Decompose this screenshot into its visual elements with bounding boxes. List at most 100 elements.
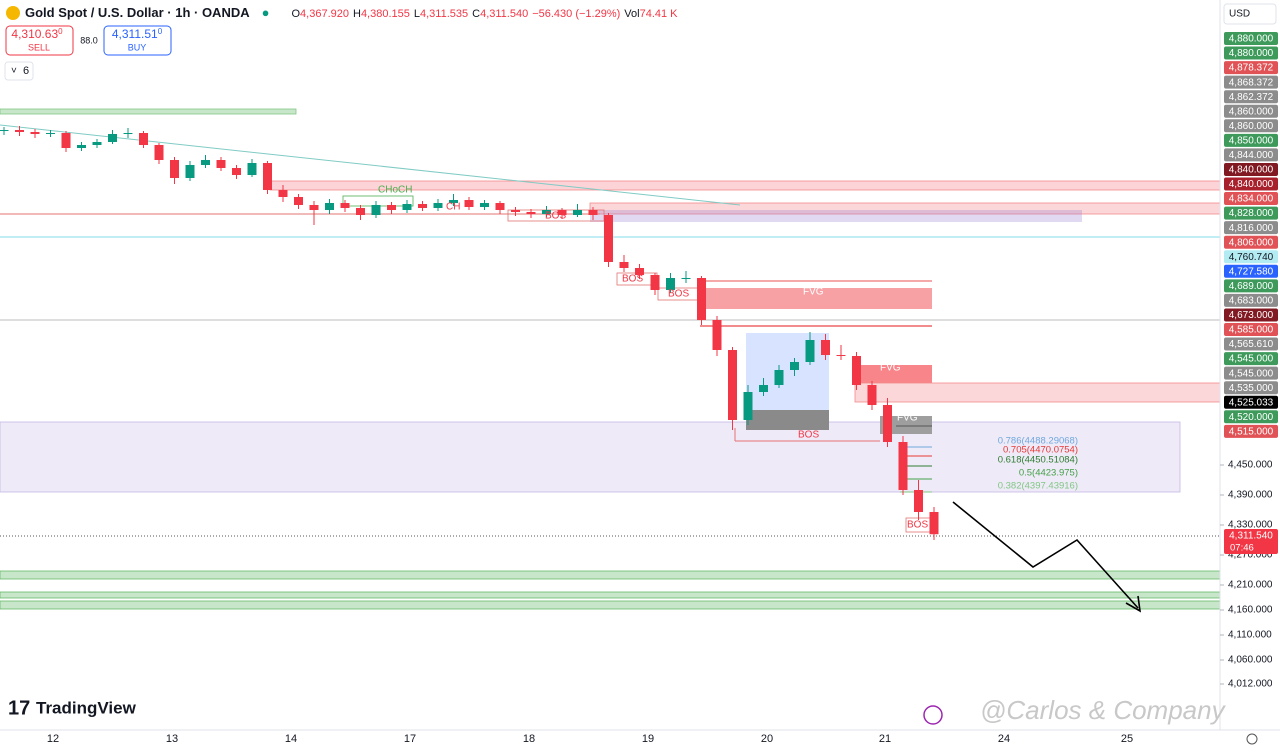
zone xyxy=(854,382,1221,403)
candle-body xyxy=(712,320,722,350)
candle-body xyxy=(278,190,288,197)
zone xyxy=(269,180,1221,191)
last-price: 4,311.540 xyxy=(1229,531,1273,542)
y-tick-label: 4,060.000 xyxy=(1228,655,1273,666)
volume: 74.41 K xyxy=(640,8,679,20)
chevron: ˅ xyxy=(11,66,17,77)
price-tag-label: 4,683.000 xyxy=(1229,296,1274,307)
candle-body xyxy=(309,205,319,210)
currency-button[interactable] xyxy=(1223,3,1277,25)
price-tag xyxy=(1224,206,1278,220)
candle-body xyxy=(790,362,799,370)
candle-body xyxy=(139,133,148,145)
price-tag-label: 4,850.000 xyxy=(1229,135,1274,146)
candle-body xyxy=(61,133,71,148)
annotation: 0.786(4488.29068) xyxy=(998,436,1078,447)
candle-body xyxy=(898,442,908,490)
zone xyxy=(590,210,1082,222)
price-tag xyxy=(1224,264,1278,278)
candle-body xyxy=(46,133,55,134)
indicators-toggle[interactable] xyxy=(4,61,34,81)
price-tag xyxy=(1224,323,1278,336)
price-tag-label: 4,515.000 xyxy=(1229,426,1274,437)
candle-body xyxy=(759,385,768,392)
price-tag xyxy=(1224,32,1278,45)
candle-body xyxy=(650,275,660,290)
candle-body xyxy=(588,210,598,215)
trendline xyxy=(0,124,741,206)
axis: 4,450.000 4,390.000 4,330.000 4,270.000 4,21… xyxy=(47,32,1278,745)
symbol-logo xyxy=(6,6,20,20)
annotation: BOS xyxy=(545,211,566,222)
watermark: @Carlos & Company xyxy=(980,695,1227,725)
settings-icon[interactable] xyxy=(1246,733,1258,745)
ohlc-key: O xyxy=(291,8,300,20)
price-tag xyxy=(1224,104,1278,118)
y-tick-label: 4,210.000 xyxy=(1228,580,1273,591)
arrow-head xyxy=(1125,595,1142,613)
drawings xyxy=(0,108,1221,613)
zone xyxy=(0,591,1221,599)
candle-body xyxy=(619,262,629,268)
annotation: CH xyxy=(446,202,460,213)
candle-body xyxy=(108,134,117,142)
buy-price: 4,311.51 xyxy=(112,27,158,41)
price-tag xyxy=(1224,337,1278,351)
price-tag-label: 4,545.000 xyxy=(1229,368,1274,379)
price-tag-label: 4,834.000 xyxy=(1229,194,1274,205)
x-tick-label: 25 xyxy=(1121,733,1133,745)
annotation: FVG xyxy=(880,363,901,374)
candle-body xyxy=(154,145,164,160)
candle-body xyxy=(123,133,133,134)
flash-icon[interactable] xyxy=(923,705,943,725)
price-tag-label: 4,844.000 xyxy=(1229,150,1274,161)
y-tick-label: 4,270.000 xyxy=(1228,550,1273,561)
buy-button[interactable] xyxy=(103,25,172,56)
x-tick-label: 12 xyxy=(47,733,59,745)
candle-body xyxy=(914,490,923,512)
y-tick-label: 4,160.000 xyxy=(1228,605,1273,616)
candle-body xyxy=(294,197,303,205)
candle-body xyxy=(743,392,753,420)
price-tag xyxy=(1224,162,1278,176)
price-tag xyxy=(1224,395,1278,409)
candle-body xyxy=(325,203,334,210)
ohlc-value: 4,311.540 xyxy=(480,8,528,20)
candle-body xyxy=(340,203,350,208)
zone xyxy=(0,570,1221,580)
spread: 88.0 xyxy=(80,35,98,45)
range-box xyxy=(746,410,829,430)
candle-body xyxy=(464,200,474,207)
candle-body xyxy=(805,340,815,362)
status-dot: ● xyxy=(262,5,270,20)
price-tag-label: 4,868.372 xyxy=(1229,77,1274,88)
price-tag xyxy=(1224,381,1278,395)
zone xyxy=(0,600,1221,610)
candle-body xyxy=(371,205,381,215)
price-tag-label: 4,545.000 xyxy=(1229,354,1274,365)
annotation: BOS xyxy=(798,430,819,441)
range-box xyxy=(746,333,829,411)
candle-body xyxy=(542,210,551,214)
candle-body xyxy=(573,210,582,215)
x-tick-label: 21 xyxy=(879,733,891,745)
annotations: CHoCH CH BOS BOS BOS BOS BOS FVG FVG FVG 0.786(448… xyxy=(378,185,1078,531)
annotation: 0.705(4470.0754) xyxy=(1003,445,1078,456)
candle-body xyxy=(635,268,644,275)
ohlc-key: C xyxy=(472,8,480,20)
x-tick-label: 19 xyxy=(642,733,654,745)
candle-body xyxy=(449,200,458,203)
sell-button[interactable] xyxy=(5,25,74,56)
annotation: CHoCH xyxy=(378,185,412,196)
candle-body xyxy=(697,278,706,320)
last-price-tag xyxy=(1224,529,1278,554)
candle-body xyxy=(929,512,939,535)
price-tag xyxy=(1224,308,1278,322)
x-tick-label: 20 xyxy=(761,733,773,745)
price-tag xyxy=(1224,293,1278,307)
x-tick-label: 14 xyxy=(285,733,297,745)
price-tag xyxy=(1224,279,1278,293)
brand: TradingView xyxy=(36,698,137,717)
